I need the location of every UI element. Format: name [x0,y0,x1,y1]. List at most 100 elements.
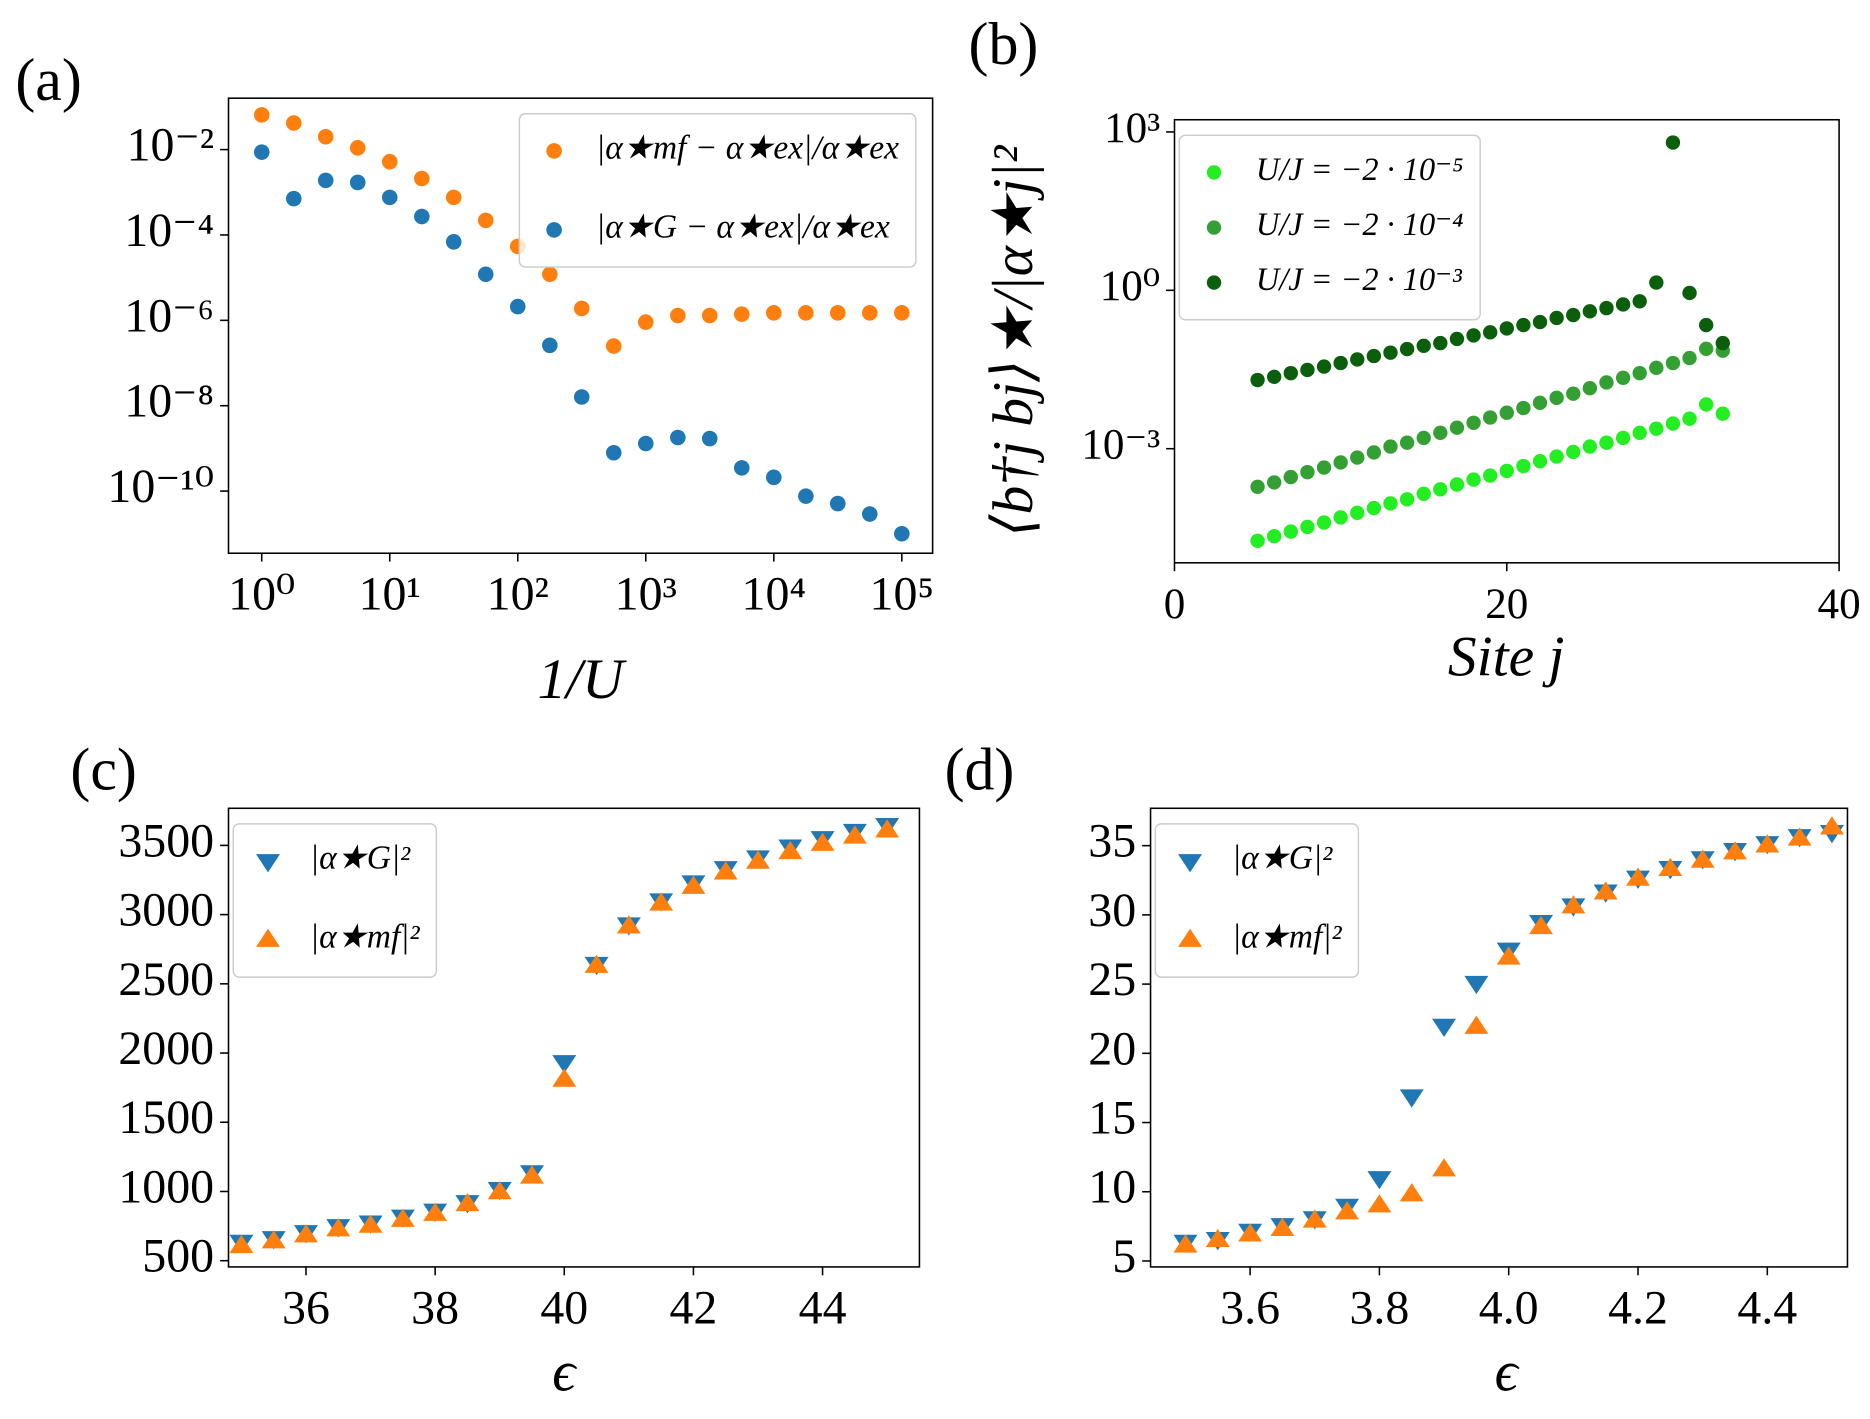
x-tick-label: 0 [1164,581,1186,628]
data-point [1250,533,1265,549]
data-point [1723,841,1747,860]
data-point [1270,1217,1295,1236]
data-point [1566,386,1581,401]
legend: |α★G|² |α★mf|² [1154,823,1360,978]
legend: |α★mf − α★ex|/α★ex |α★G − α★ex|/α★ex [518,113,917,268]
data-point [681,875,706,894]
panel: (b) 0 20 40 10⁻³ 10⁰ 10³ Site j ⟨b†j bj⟩★/|α★j|² [969,11,1861,688]
y-tick-label: 30 [1088,884,1136,937]
data-point [766,469,782,486]
x-axis-label: 1/U [537,648,627,711]
legend-label: |α★G − α★ex|/α★ex [596,209,890,246]
data-point [670,429,686,446]
y-tick-label: 35 [1088,815,1136,868]
data-point [1682,285,1697,301]
y-tick-label: 2000 [118,1022,214,1075]
y-tick-label: 10⁻⁸ [124,375,214,428]
x-tick-label: 10⁴ [742,568,807,621]
data-point [1516,458,1531,474]
data-point [1432,1018,1457,1038]
legend-marker [1178,928,1203,947]
data-point [1566,444,1581,460]
data-point [1819,816,1844,835]
data-point [1399,1183,1424,1202]
data-point [1367,1194,1392,1213]
y-tick-label: 10⁻⁴ [124,204,214,257]
y-tick-label: 1000 [118,1160,214,1213]
y-tick-label: 2500 [118,953,214,1006]
data-point [1416,486,1431,501]
x-tick-label: 3.8 [1349,1281,1409,1334]
data-point [358,1214,383,1233]
data-point [1367,1171,1392,1190]
data-point [861,305,878,321]
x-tick-label: 10³ [615,568,677,621]
data-point [1615,297,1631,312]
data-point [1499,321,1514,336]
data-point [414,170,430,187]
data-point [1649,360,1664,376]
data-point [1632,365,1647,381]
data-point [1665,355,1681,371]
data-point [1399,1089,1424,1108]
data-point [1482,325,1498,340]
data-point [1173,1234,1198,1253]
data-point [1432,1158,1457,1177]
x-tick-label: 4.2 [1608,1281,1668,1334]
data-point [253,107,270,123]
y-tick-label: 10⁻⁶ [124,289,214,342]
y-tick-label: 10⁻³ [1081,422,1160,469]
data-point [390,1208,415,1227]
data-point [616,915,641,934]
plot-frame [227,807,921,1268]
data-point [894,305,910,321]
data-point [1532,395,1548,410]
data-point [1632,425,1647,440]
data-point [766,305,782,321]
data-point [1283,365,1298,381]
data-point [1496,946,1521,965]
y-axis-label: ⟨b†j bj⟩★/|α★j|² [982,145,1045,537]
data-point [1615,370,1631,386]
legend-label: U/J = −2 · 10⁻³ [1256,261,1463,297]
data-point [294,1224,318,1243]
data-point [1449,331,1465,347]
y-tick-label: 3500 [118,814,214,867]
data-point [1449,420,1465,435]
data-point [381,153,398,170]
data-point [1366,348,1382,364]
data-point [1433,482,1448,497]
data-point [1464,1015,1489,1034]
x-tick-label: 20 [1485,581,1528,628]
data-point [1316,460,1332,475]
data-point [573,300,590,317]
y-tick-label: 10 [1088,1161,1136,1214]
x-tick-label: 36 [282,1281,330,1334]
data-point [1366,445,1382,460]
x-tick-label: 3.6 [1220,1281,1280,1334]
panel-label: (a) [15,47,81,113]
data-point [1250,372,1265,388]
data-point [1333,455,1348,470]
data-point [1658,857,1683,877]
data-point [1626,867,1650,886]
data-point [1566,307,1581,323]
data-point [261,1230,286,1249]
panel-label: (c) [70,737,136,803]
data-point [445,234,462,250]
data-point [1266,475,1282,490]
data-point [1366,500,1382,516]
data-point [1399,435,1415,450]
y-tick-label: 3000 [118,884,214,937]
x-tick-label: 38 [411,1281,459,1334]
data-point [1599,300,1614,316]
data-point [1698,341,1714,356]
legend-label: |α★G|² [1232,840,1333,877]
y-tick-label: 1500 [118,1091,214,1144]
data-point [1665,135,1681,150]
data-point [1205,1228,1230,1248]
x-tick-label: 10² [487,568,549,621]
data-point [1350,450,1365,465]
panel: (c) 36 38 40 42 44 500 1000 1500 2000 2500 3000 3500… [70,737,921,1403]
